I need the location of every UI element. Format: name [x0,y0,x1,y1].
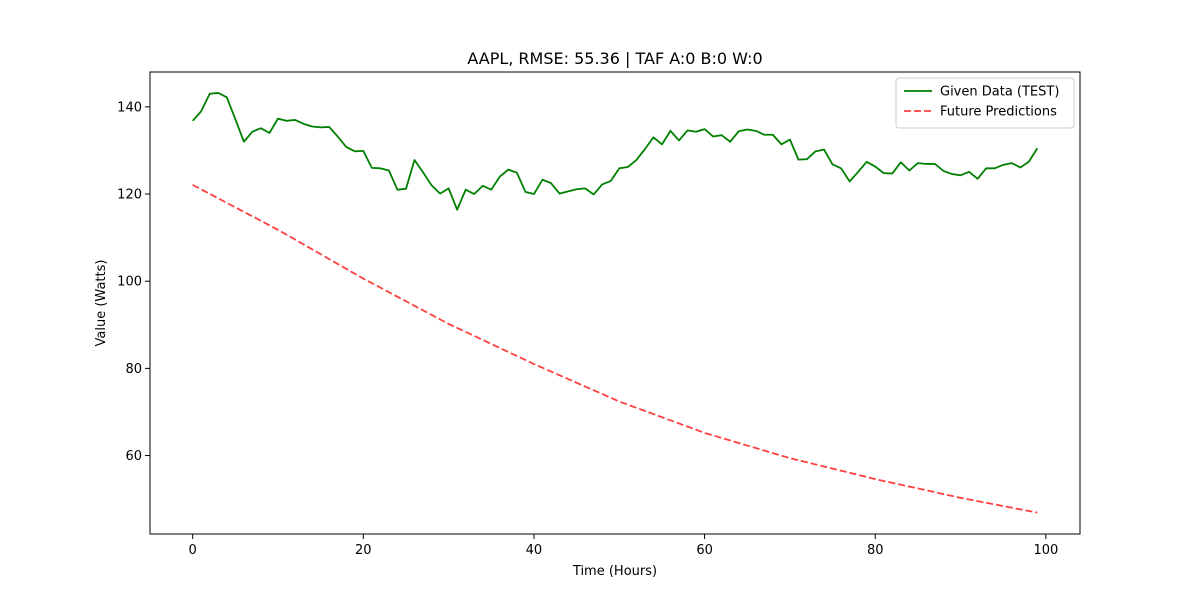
x-tick-label: 20 [355,543,372,558]
x-axis-label: Time (Hours) [572,564,657,579]
future-predictions-line [192,184,1038,514]
y-tick-label: 100 [117,275,142,290]
legend-label: Given Data (TEST) [940,85,1059,100]
x-tick-label: 0 [189,543,197,558]
x-tick-label: 60 [696,543,713,558]
y-axis-label: Value (Watts) [94,260,109,347]
x-tick-label: 100 [1033,543,1058,558]
chart-title: AAPL, RMSE: 55.36 | TAF A:0 B:0 W:0 [467,49,762,68]
y-tick-label: 60 [125,449,142,464]
x-tick-label: 40 [526,543,543,558]
legend: Given Data (TEST) Future Predictions [895,77,1075,129]
series-layer [191,92,1039,514]
y-tick-label: 120 [117,188,142,203]
x-axis: 0 20 40 60 80 100 [189,534,1058,558]
plot-area-frame [149,71,1081,535]
x-tick-label: 80 [867,543,884,558]
y-tick-label: 80 [125,362,142,377]
y-axis: 60 80 100 120 140 [117,100,150,464]
legend-box [895,77,1075,129]
given-data-line [191,92,1039,211]
y-tick-label: 140 [117,100,142,115]
legend-label: Future Predictions [940,105,1057,120]
